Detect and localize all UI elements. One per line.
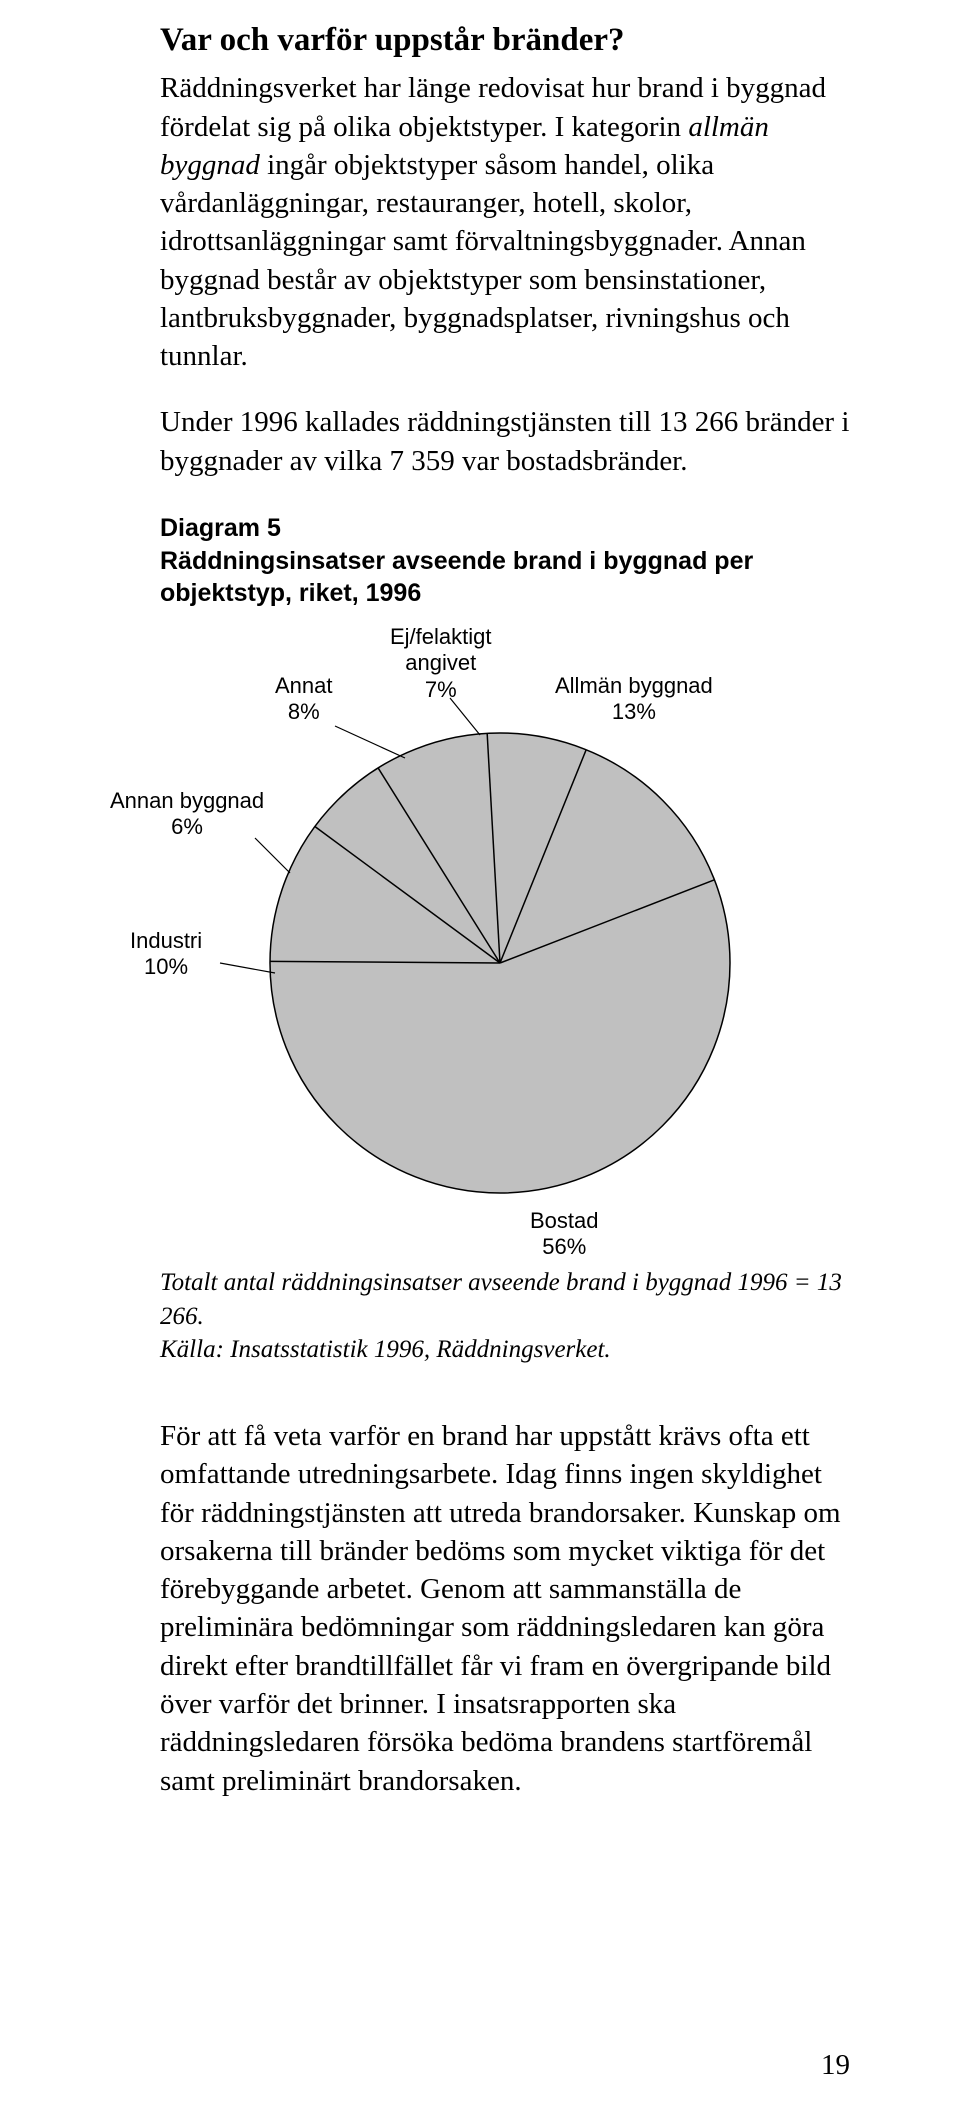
pie-slice-label: Ej/felaktigt angivet 7%	[390, 624, 492, 703]
pie-slice-label: Bostad 56%	[530, 1208, 599, 1261]
caption-line-1: Totalt antal räddningsinsatser avseende …	[160, 1269, 842, 1330]
leader-line	[255, 838, 290, 873]
pie-slice-label: Annan byggnad 6%	[110, 788, 264, 841]
chart-caption: Totalt antal räddningsinsatser avseende …	[160, 1266, 850, 1367]
page-number: 19	[821, 2049, 850, 2082]
text-run: ingår objektstyper såsom handel, olika v…	[160, 149, 806, 372]
pie-slice-label: Annat 8%	[275, 673, 333, 726]
pie-slice-label: Allmän byggnad 13%	[555, 673, 713, 726]
diagram-title: Räddningsinsatser avseende brand i byggn…	[160, 545, 850, 610]
caption-line-2: Källa: Insatsstatistik 1996, Räddningsve…	[160, 1336, 611, 1363]
paragraph-1: Räddningsverket har länge redovisat hur …	[160, 69, 850, 375]
diagram-label: Diagram 5	[160, 514, 850, 543]
paragraph-2: Under 1996 kallades räddningstjänsten ti…	[160, 403, 850, 480]
leader-line	[220, 963, 275, 973]
pie-slice-label: Industri 10%	[130, 928, 202, 981]
pie-chart-svg	[160, 618, 840, 1258]
leader-line	[450, 698, 480, 735]
document-page: Var och varför uppstår bränder? Räddning…	[0, 0, 960, 2112]
pie-chart: Ej/felaktigt angivet 7%Annat 8%Annan byg…	[160, 618, 840, 1258]
paragraph-3: För att få veta varför en brand har upps…	[160, 1417, 850, 1800]
leader-line	[335, 726, 405, 758]
section-heading: Var och varför uppstår bränder?	[160, 20, 850, 61]
